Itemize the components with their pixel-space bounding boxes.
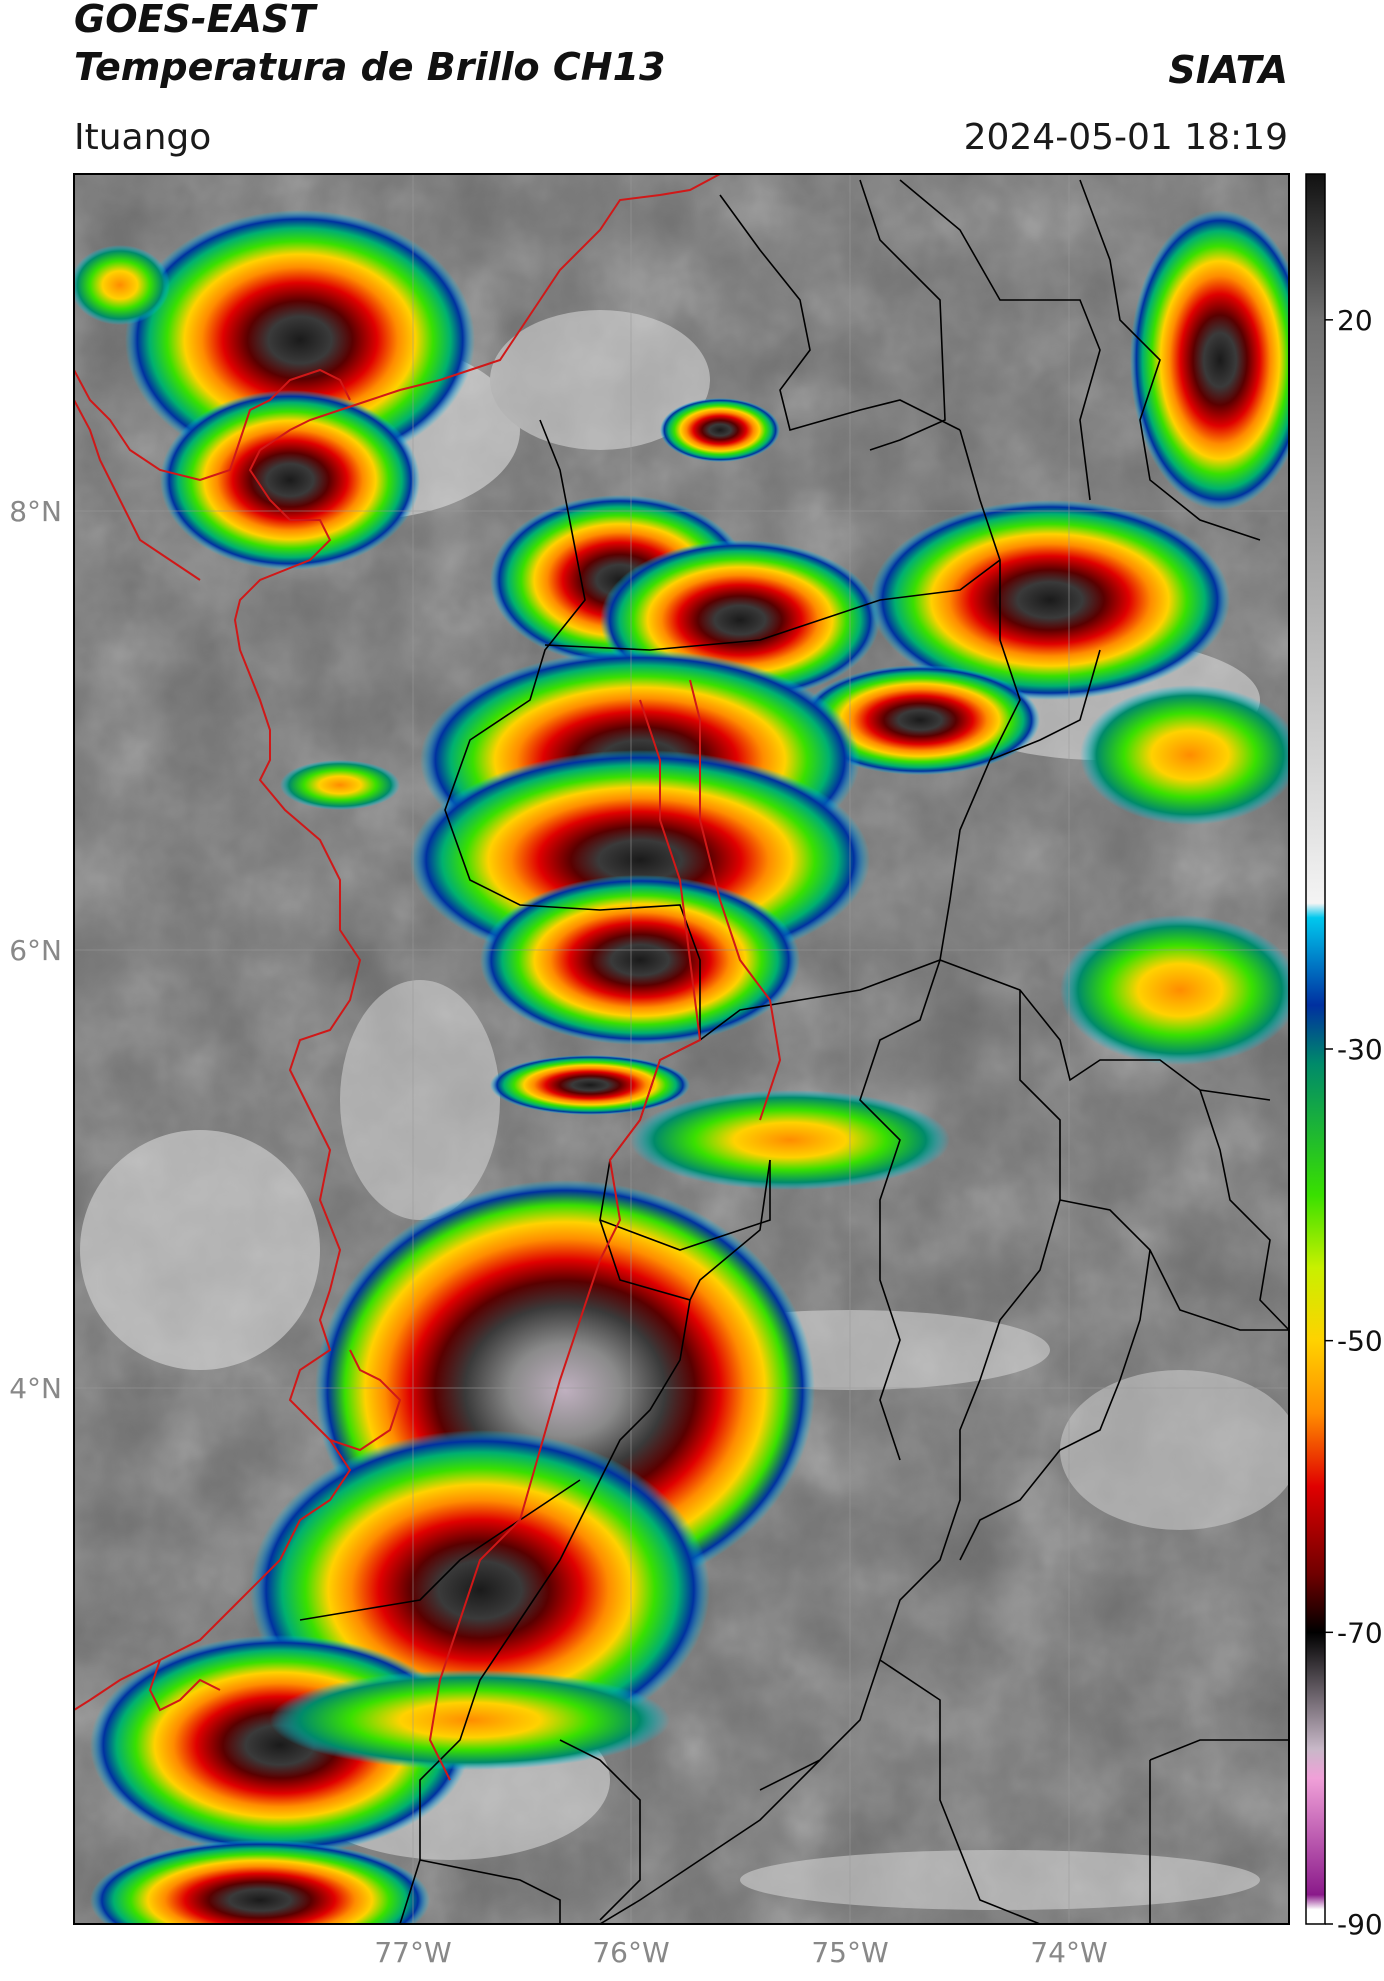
lon-label-77W: 77°W [374, 1936, 451, 1969]
lon-label-75W: 75°W [811, 1936, 888, 1969]
map-frame [73, 173, 1290, 1925]
map-area [74, 174, 1289, 1924]
colorbar-tick-label: -90 [1337, 1908, 1383, 1941]
lon-label-76W: 76°W [592, 1936, 669, 1969]
admin-borders [299, 179, 1289, 1924]
colorbar-ticks: 20 -30 -50 -70 -90 [1325, 304, 1383, 1941]
lat-label-6N: 6°N [9, 934, 62, 967]
convective-cells [74, 210, 1289, 1924]
colorbar: 20 -30 -50 -70 -90 [1305, 173, 1383, 1941]
lon-label-74W: 74°W [1030, 1936, 1107, 1969]
colorbar-tick-label: -50 [1337, 1325, 1383, 1358]
graticule [74, 174, 1289, 1924]
colorbar-tick-label: 20 [1337, 304, 1373, 337]
location-label: Ituango [74, 117, 212, 158]
coast-borders [74, 174, 782, 1781]
colorbar-tick-label: -70 [1337, 1616, 1383, 1649]
datetime-label: 2024-05-01 18:19 [963, 117, 1288, 158]
org-label: SIATA [1168, 48, 1288, 92]
lat-label-4N: 4°N [9, 1372, 62, 1405]
colorbar-tick-label: -30 [1337, 1033, 1383, 1066]
product-title: Temperatura de Brillo CH13 [74, 45, 666, 89]
satellite-title: GOES-EAST [74, 0, 316, 41]
lat-label-8N: 8°N [9, 495, 62, 528]
colorbar-bar [1305, 173, 1326, 1925]
